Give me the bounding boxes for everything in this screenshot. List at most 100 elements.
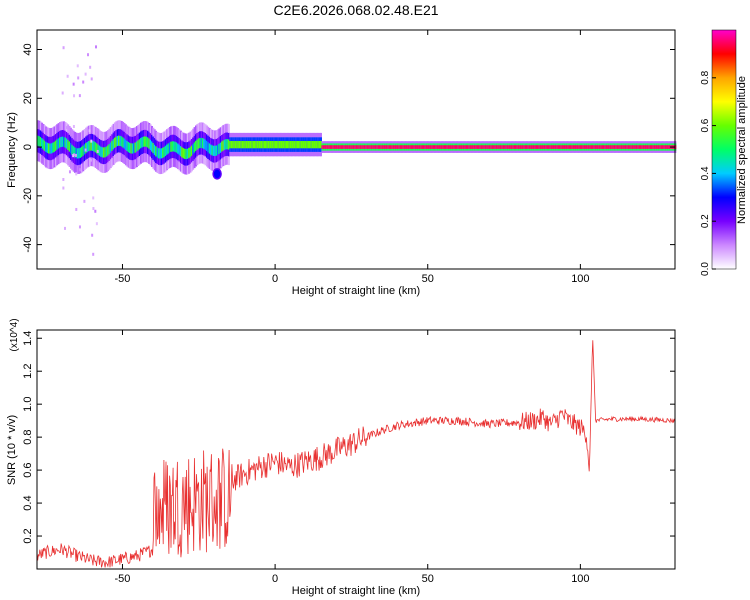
heatmap-cell <box>274 141 277 149</box>
heatmap-cell <box>560 145 563 149</box>
heatmap-cell <box>667 145 670 149</box>
heatmap-cell <box>488 145 491 149</box>
heatmap-cell <box>436 145 439 149</box>
heatmap-cell <box>170 141 173 152</box>
heatmap-blob <box>212 168 222 180</box>
heatmap-speck <box>72 124 75 128</box>
heatmap-cell <box>394 145 397 149</box>
spectrogram-y-tick-label: 40 <box>22 43 34 55</box>
heatmap-cell <box>199 137 202 149</box>
heatmap-cell <box>368 145 371 149</box>
heatmap-cell <box>178 144 181 155</box>
heatmap-cell <box>517 145 520 149</box>
heatmap-cell <box>354 145 357 149</box>
heatmap-cell <box>487 145 490 149</box>
heatmap-cell <box>546 145 549 149</box>
heatmap-cell <box>167 143 170 154</box>
heatmap-cell <box>229 141 232 149</box>
heatmap-cell <box>189 147 192 158</box>
heatmap-cell <box>218 143 221 154</box>
heatmap-cell <box>119 135 122 146</box>
heatmap-cell <box>182 148 185 159</box>
heatmap-cell <box>526 145 528 149</box>
heatmap-speck <box>95 222 98 226</box>
heatmap-cell <box>304 141 307 149</box>
heatmap-cell <box>390 145 392 149</box>
heatmap-cell <box>111 140 114 151</box>
spectrogram-x-tick-label: 100 <box>571 273 589 285</box>
heatmap-cell <box>71 144 74 155</box>
heatmap-cell <box>637 145 640 149</box>
heatmap-cell <box>269 141 272 149</box>
heatmap-speck <box>90 77 93 81</box>
heatmap-cell <box>613 145 616 149</box>
heatmap-cell <box>81 146 83 157</box>
heatmap-cell <box>383 145 386 149</box>
heatmap-cell <box>405 145 408 149</box>
heatmap-cell <box>491 145 494 149</box>
heatmap-cell <box>593 145 596 149</box>
heatmap-cell <box>307 141 310 149</box>
heatmap-cell <box>93 141 96 152</box>
heatmap-cell <box>335 145 338 149</box>
heatmap-cell <box>236 141 239 149</box>
heatmap-cell <box>61 136 64 147</box>
heatmap-cell <box>247 141 250 149</box>
heatmap-cell <box>296 141 299 149</box>
heatmap-cell <box>82 145 85 156</box>
heatmap-cell <box>203 138 206 149</box>
heatmap-cell <box>413 145 416 149</box>
heatmap-cell <box>87 141 90 152</box>
heatmap-cell <box>582 145 585 149</box>
heatmap-cell <box>374 145 377 149</box>
heatmap-cell <box>234 141 237 149</box>
heatmap-speck <box>84 148 87 152</box>
colorbar: 0.0 0.2 0.4 0.6 0.8 Normalized spectral ampl… <box>700 29 748 276</box>
heatmap-cell <box>395 145 398 149</box>
heatmap-cell <box>531 145 534 149</box>
heatmap-cell <box>659 145 662 149</box>
heatmap-cell <box>260 141 263 149</box>
heatmap-cell <box>321 145 324 149</box>
heatmap-cell <box>451 145 454 149</box>
heatmap-cell <box>633 145 636 149</box>
heatmap-cell <box>450 145 453 149</box>
heatmap-cell <box>484 145 487 149</box>
heatmap-cell <box>424 145 427 149</box>
heatmap-cell <box>339 145 342 149</box>
heatmap-cell <box>508 145 511 149</box>
heatmap-cell <box>456 145 458 149</box>
heatmap-cell <box>435 145 438 149</box>
heatmap-cell <box>557 145 560 149</box>
heatmap-cell <box>186 148 189 159</box>
heatmap-speck <box>94 209 97 213</box>
heatmap-cell <box>624 145 627 149</box>
heatmap-cell <box>324 145 327 149</box>
heatmap-cell <box>98 145 101 156</box>
heatmap-cell <box>291 141 294 149</box>
heatmap-cell <box>402 145 405 149</box>
heatmap-speck <box>89 158 92 162</box>
heatmap-cell <box>171 141 174 152</box>
heatmap-cell <box>280 141 283 149</box>
heatmap-cell <box>115 136 118 147</box>
snr-y-tick-label: 0.6 <box>22 462 34 477</box>
heatmap-cell <box>126 140 129 152</box>
heatmap-cell <box>39 137 42 148</box>
heatmap-cell <box>222 140 225 151</box>
heatmap-cell <box>537 145 539 149</box>
heatmap-cell <box>120 136 123 147</box>
heatmap-speck <box>61 91 64 95</box>
heatmap-cell <box>317 141 320 149</box>
heatmap-speck <box>73 94 76 98</box>
heatmap-cell <box>133 143 136 154</box>
heatmap-cell <box>381 145 384 149</box>
heatmap-cell <box>564 145 567 149</box>
heatmap-cell <box>358 145 361 149</box>
heatmap-cell <box>336 145 339 149</box>
heatmap-speck <box>84 72 87 76</box>
heatmap-cell <box>79 147 82 158</box>
heatmap-cell <box>589 145 592 149</box>
heatmap-speck <box>90 139 93 143</box>
heatmap-cell <box>152 143 155 154</box>
